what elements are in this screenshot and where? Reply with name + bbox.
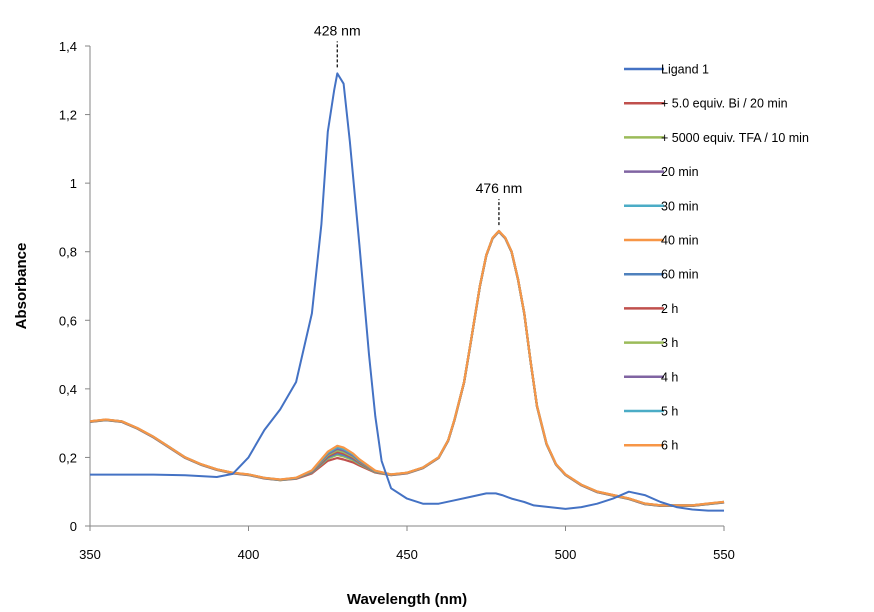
- legend-label: 2 h: [661, 302, 678, 316]
- x-axis-title: Wavelength (nm): [347, 591, 467, 608]
- series-line-0: [90, 72, 724, 512]
- x-tick-label: 500: [555, 547, 577, 562]
- series-line-3: [89, 230, 725, 507]
- y-tick-label: 1,2: [59, 108, 77, 123]
- series-layer: [89, 72, 725, 512]
- y-tick-label: 0,4: [59, 382, 77, 397]
- y-tick-label: 1: [70, 176, 77, 191]
- series-line-7: [89, 230, 725, 507]
- series-line-11: [89, 229, 725, 507]
- legend-label: Ligand 1: [661, 63, 709, 77]
- series-line-4: [89, 230, 725, 507]
- legend-label: 20 min: [661, 165, 699, 179]
- legend-label: 30 min: [661, 199, 699, 213]
- x-tick-label: 450: [396, 547, 418, 562]
- annotation-label: 428 nm: [314, 22, 361, 38]
- y-tick-label: 0: [70, 519, 77, 534]
- legend-label: 5 h: [661, 405, 678, 419]
- y-axis-title: Absorbance: [13, 243, 30, 330]
- x-axis: 350 400 450 500 550: [79, 525, 735, 562]
- series-line-9: [89, 230, 725, 507]
- legend-label: 3 h: [661, 336, 678, 350]
- x-tick-label: 550: [713, 547, 735, 562]
- legend-label: 6 h: [661, 439, 678, 453]
- legend: Ligand 1 + 5.0 equiv. Bi / 20 min + 5000 e…: [624, 63, 809, 453]
- y-tick-label: 1,4: [59, 39, 77, 54]
- series-line-8: [89, 230, 725, 507]
- y-tick-label: 0,8: [59, 245, 77, 260]
- legend-label: 60 min: [661, 268, 699, 282]
- x-tick-label: 350: [79, 547, 101, 562]
- x-tick-label: 400: [238, 547, 260, 562]
- annotation-layer: 428 nm 476 nm: [314, 22, 523, 226]
- series-line-1: [89, 230, 725, 507]
- legend-label: + 5000 equiv. TFA / 10 min: [661, 131, 809, 145]
- legend-label: 40 min: [661, 234, 699, 248]
- legend-label: 4 h: [661, 370, 678, 384]
- annotation-label: 476 nm: [476, 180, 523, 196]
- series-line-6: [89, 230, 725, 507]
- series-line-2: [89, 230, 725, 507]
- legend-label: + 5.0 equiv. Bi / 20 min: [661, 97, 788, 111]
- y-axis: 0 0,2 0,4 0,6 0,8 1 1,2 1,4: [59, 39, 91, 534]
- y-tick-label: 0,6: [59, 313, 77, 328]
- series-line-5: [89, 230, 725, 507]
- series-line-10: [89, 230, 725, 507]
- y-tick-label: 0,2: [59, 450, 77, 465]
